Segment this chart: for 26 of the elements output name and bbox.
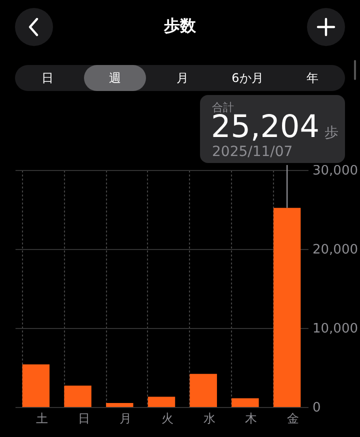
text: 日 [40, 70, 54, 87]
text: 2025/11/07 [212, 144, 293, 160]
text: 6か月 [230, 70, 264, 87]
bar [106, 403, 134, 407]
x-tick-label: 木 [245, 412, 258, 426]
bar [232, 398, 259, 407]
bar [22, 364, 50, 407]
text: 週 [84, 65, 146, 91]
x-tick-label: 水 [203, 412, 216, 426]
y-tick-label: 20,000 [312, 242, 358, 258]
y-tick-label: 10,000 [312, 322, 358, 336]
x-tick-label: 土 [36, 412, 48, 426]
x-tick-label: 日 [78, 412, 90, 426]
text: 月 [176, 70, 190, 87]
bar [64, 386, 92, 407]
y-tick-label: 30,000 [312, 164, 358, 178]
bar [190, 374, 217, 407]
x-tick-label: 月 [120, 412, 132, 426]
text: 歩 [324, 125, 338, 141]
bar [148, 396, 176, 407]
y-tick-label: 0 [312, 400, 321, 416]
bar [273, 208, 301, 407]
text: 年 [306, 70, 320, 87]
chart-title: 歩数 [162, 16, 197, 37]
x-tick-label: 火 [162, 412, 174, 426]
x-tick-label: 金 [287, 412, 300, 426]
